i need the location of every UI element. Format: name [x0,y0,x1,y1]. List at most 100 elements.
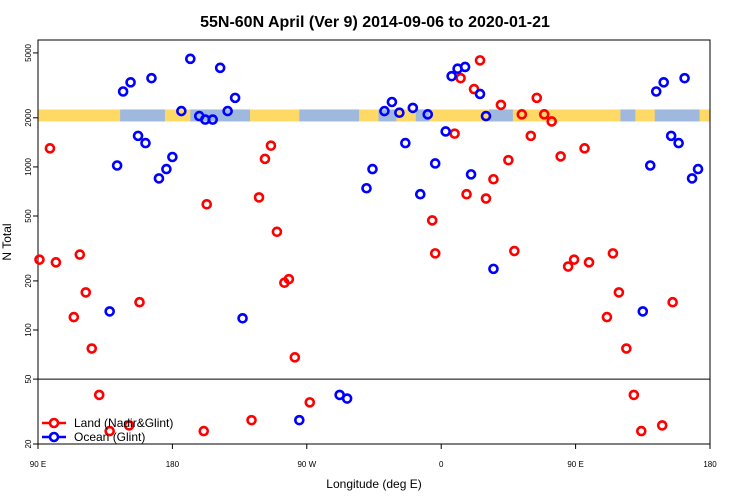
ocean-point [474,88,486,100]
ocean-point [459,61,471,73]
y-tick-label: 20 [24,439,33,448]
ocean-point [692,163,704,175]
ocean-point [407,102,419,114]
land-point [426,215,438,226]
ocean-point [650,86,662,97]
ocean-segment [190,109,251,122]
y-axis-label: N Total [0,223,14,260]
land-point [509,245,520,257]
land-point [601,311,613,323]
land-point [283,273,295,285]
legend: Land (Nadir&Glint)Ocean (Glint) [42,416,173,444]
land-point [546,116,558,127]
land-point [455,72,466,84]
land-point [104,425,115,437]
land-point [538,109,550,120]
ocean-point [146,72,157,84]
land-point [86,343,98,354]
x-tick-label: 90 E [567,460,583,469]
land-point [74,249,86,260]
y-tick-label: 100 [24,323,33,337]
land-point [555,151,566,162]
land-point [525,130,537,142]
ocean-point [132,130,144,142]
y-tick-label: 200 [24,274,33,288]
ocean-point [422,109,434,120]
legend-label-ocean: Ocean (Glint) [74,430,145,444]
chart-title: 55N-60N April (Ver 9) 2014-09-06 to 2020… [200,14,550,31]
y-tick-label: 50 [24,374,33,383]
ocean-point [125,77,136,88]
x-tick-label: 0 [439,460,444,469]
land-point [253,192,265,203]
legend-marker-ocean [48,431,60,443]
ocean-segment [488,109,513,122]
land-band [38,109,710,122]
land-point [474,55,486,66]
ocean-point [379,105,390,117]
ocean-point [679,72,690,84]
ocean-point [465,169,477,180]
land-point [480,193,492,204]
ocean-segment [654,109,700,122]
ocean-point [161,163,172,175]
data-points [34,53,704,437]
ocean-point [167,151,178,163]
land-point [579,143,590,154]
ocean-point [361,182,372,194]
legend-label-land: Land (Nadir&Glint) [74,416,173,430]
land-point [93,389,105,401]
ocean-point [673,137,684,149]
legend-marker-land [48,417,60,429]
land-point [198,425,210,437]
y-tick-label: 500 [24,209,33,223]
land-point [44,143,56,154]
y-axis: 20 50 100 200 500 1000 2000 5000 [24,43,38,448]
ocean-point [117,86,129,97]
land-point [289,352,301,363]
land-point [583,257,595,268]
ocean-point [111,160,123,171]
land-point [667,296,678,308]
ocean-point [686,173,698,184]
land-point [568,254,580,265]
land-point [656,420,668,431]
x-axis: 90 E 180 90 W 0 90 E 180 [30,444,717,469]
ocean-point [341,393,353,404]
ocean-point [665,130,677,142]
ocean-segment [415,109,430,122]
land-point [628,389,640,401]
land-point [488,173,499,185]
land-point [246,414,257,426]
ocean-point [237,312,248,324]
land-point [271,226,283,238]
plot-frame [37,39,711,445]
land-point [123,420,135,431]
ocean-point [176,105,187,117]
ocean-point [488,263,499,275]
ocean-segment [120,109,165,122]
ocean-point [440,126,451,137]
ocean-point [222,105,233,117]
y-tick-label: 2000 [24,108,33,126]
land-point [503,154,514,166]
ocean-point [153,173,165,184]
land-ocean-strip [38,109,710,122]
land-point [495,99,507,111]
land-point [636,425,647,437]
land-point [562,261,574,272]
ocean-point [104,306,115,317]
ocean-segment [378,109,397,122]
ocean-point [658,77,670,88]
ocean-point [480,110,492,122]
land-point [607,248,619,259]
x-tick-label: 90 W [297,460,316,469]
x-tick-label: 180 [703,460,717,469]
ocean-segment [620,109,636,122]
land-point [201,198,213,210]
land-point [621,343,632,354]
land-point [531,92,543,104]
ocean-point [637,306,649,317]
land-point [516,109,528,120]
